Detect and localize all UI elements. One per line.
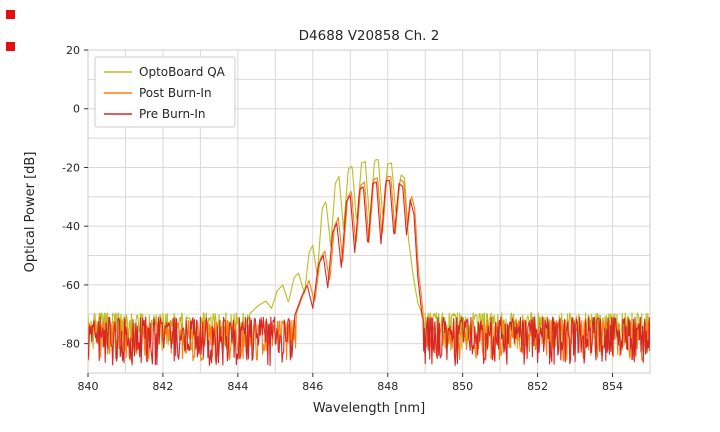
x-tick-label: 854	[602, 380, 623, 393]
legend-box	[94, 56, 236, 128]
red-marker-icon	[6, 42, 15, 51]
x-tick-label: 846	[302, 380, 323, 393]
axes: 840 842 844 846 848 850 852 854 20 0 -20 -40 -60 -80	[62, 44, 623, 393]
y-tick-label: -80	[62, 338, 80, 351]
series-line-post-burn-in	[88, 175, 650, 362]
x-tick-label: 840	[78, 380, 99, 393]
plot-border	[87, 49, 651, 374]
x-tick-label: 842	[152, 380, 173, 393]
legend-label: OptoBoard QA	[139, 65, 226, 79]
y-tick-label: 0	[73, 103, 80, 116]
y-tick-label: -60	[62, 279, 80, 292]
red-marker-icon	[6, 10, 15, 19]
x-tick-label: 852	[527, 380, 548, 393]
y-tick-label: -40	[62, 220, 80, 233]
x-tick-label: 850	[452, 380, 473, 393]
y-axis-label: Optical Power [dB]	[23, 152, 38, 273]
y-tick-label: 20	[66, 44, 80, 57]
x-axis-label: Wavelength [nm]	[313, 401, 425, 416]
legend: OptoBoard QA Post Burn-In Pre Burn-In	[94, 56, 236, 128]
series-lines	[88, 159, 650, 367]
grid	[87, 49, 651, 374]
series-line-pre-burn-in	[88, 179, 650, 367]
legend-label: Pre Burn-In	[139, 107, 206, 121]
x-tick-label: 848	[377, 380, 398, 393]
y-tick-label: -20	[62, 161, 80, 174]
legend-label: Post Burn-In	[139, 86, 212, 100]
chart-title: D4688 V20858 Ch. 2	[299, 28, 440, 44]
x-tick-label: 844	[227, 380, 248, 393]
